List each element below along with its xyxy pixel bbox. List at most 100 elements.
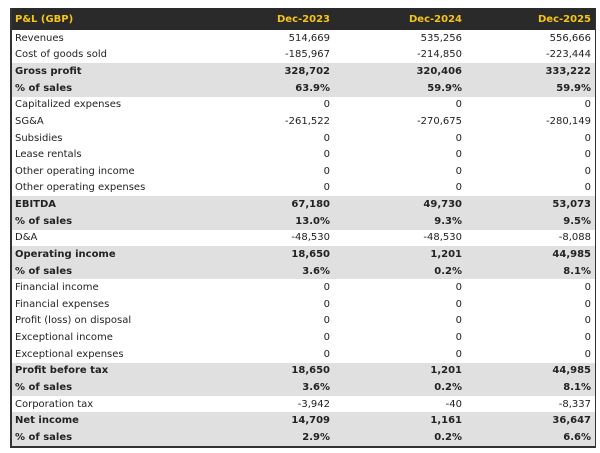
row-label: Cost of goods sold bbox=[15, 49, 108, 61]
cell-value: -48,530 bbox=[291, 232, 330, 244]
row-label: Other operating expenses bbox=[15, 182, 146, 194]
cell-value: 0 bbox=[584, 149, 591, 161]
cell-value: 0 bbox=[455, 332, 462, 344]
table-row: Exceptional income 0 0 0 bbox=[12, 329, 595, 346]
cell-value: 556,666 bbox=[549, 32, 591, 44]
cell-value: 0.2% bbox=[434, 431, 462, 443]
cell-value: 6.6% bbox=[563, 431, 591, 443]
row-label: % of sales bbox=[15, 431, 73, 443]
cell-value: 0 bbox=[323, 182, 330, 194]
row-label: Corporation tax bbox=[15, 398, 94, 410]
table-row: Operating income 18,650 1,201 44,985 bbox=[12, 246, 595, 263]
cell-value: 0 bbox=[323, 315, 330, 327]
cell-value: 333,222 bbox=[545, 66, 591, 78]
table-row: Cost of goods sold -185,967 -214,850 -223,4… bbox=[12, 47, 595, 64]
row-label: % of sales bbox=[15, 82, 73, 94]
cell-value: 59.9% bbox=[427, 82, 462, 94]
cell-value: 320,406 bbox=[416, 66, 462, 78]
table-row: Corporation tax -3,942 -40 -8,337 bbox=[12, 396, 595, 413]
row-label: D&A bbox=[15, 232, 38, 244]
cell-value: 0 bbox=[455, 165, 462, 177]
cell-value: -270,675 bbox=[417, 115, 462, 127]
cell-value: 0 bbox=[455, 132, 462, 144]
column-header: Dec-2023 bbox=[277, 13, 330, 25]
cell-value: 3.6% bbox=[302, 265, 330, 277]
cell-value: 18,650 bbox=[291, 365, 330, 377]
cell-value: 0 bbox=[584, 165, 591, 177]
cell-value: 0 bbox=[323, 99, 330, 111]
table-row: Revenues 514,669 535,256 556,666 bbox=[12, 30, 595, 47]
table-row: % of sales 13.0% 9.3% 9.5% bbox=[12, 212, 595, 230]
table-row: Lease rentals 0 0 0 bbox=[12, 146, 595, 163]
table-row: Profit before tax 18,650 1,201 44,985 bbox=[12, 362, 595, 380]
cell-value: -40 bbox=[445, 398, 462, 410]
cell-value: 44,985 bbox=[552, 365, 591, 377]
cell-value: 0 bbox=[323, 132, 330, 144]
cell-value: 59.9% bbox=[556, 82, 591, 94]
cell-value: 0 bbox=[323, 298, 330, 310]
row-label: % of sales bbox=[15, 265, 73, 277]
cell-value: 514,669 bbox=[288, 32, 330, 44]
table-row: Net income 14,709 1,161 36,647 bbox=[12, 412, 595, 429]
cell-value: 0 bbox=[323, 332, 330, 344]
cell-value: 0 bbox=[584, 182, 591, 194]
cell-value: -280,149 bbox=[546, 115, 591, 127]
row-label: Capitalized expenses bbox=[15, 99, 122, 111]
cell-value: 0 bbox=[323, 348, 330, 360]
cell-value: -214,850 bbox=[417, 49, 462, 61]
cell-value: 44,985 bbox=[552, 248, 591, 260]
row-label: SG&A bbox=[15, 115, 44, 127]
cell-value: 14,709 bbox=[291, 415, 330, 427]
cell-value: 0 bbox=[323, 165, 330, 177]
cell-value: -261,522 bbox=[285, 115, 330, 127]
cell-value: 3.6% bbox=[302, 381, 330, 393]
cell-value: 1,201 bbox=[430, 248, 462, 260]
cell-value: 0 bbox=[455, 182, 462, 194]
cell-value: 0 bbox=[584, 298, 591, 310]
row-label: Operating income bbox=[15, 248, 116, 260]
cell-value: 2.9% bbox=[302, 431, 330, 443]
table-row: Gross profit 328,702 320,406 333,222 bbox=[12, 63, 595, 80]
table-body: Revenues 514,669 535,256 556,666 Cost of goo… bbox=[12, 30, 595, 446]
cell-value: 67,180 bbox=[291, 199, 330, 211]
row-label: Revenues bbox=[15, 32, 64, 44]
table-row: EBITDA 67,180 49,730 53,073 bbox=[12, 196, 595, 213]
cell-value: 0 bbox=[455, 282, 462, 294]
row-label: Exceptional expenses bbox=[15, 348, 124, 360]
table-row: Financial expenses 0 0 0 bbox=[12, 296, 595, 313]
table-row: Financial income 0 0 0 bbox=[12, 279, 595, 296]
cell-value: 0 bbox=[584, 332, 591, 344]
cell-value: 535,256 bbox=[420, 32, 462, 44]
column-header: Dec-2024 bbox=[409, 13, 462, 25]
cell-value: 63.9% bbox=[295, 82, 330, 94]
cell-value: 1,161 bbox=[430, 415, 462, 427]
table-row: Other operating expenses 0 0 0 bbox=[12, 180, 595, 197]
cell-value: 0 bbox=[455, 348, 462, 360]
cell-value: 0 bbox=[584, 282, 591, 294]
row-label: Other operating income bbox=[15, 165, 135, 177]
cell-value: 0 bbox=[323, 149, 330, 161]
pnl-table: P&L (GBP) Dec-2023 Dec-2024 Dec-2025 Rev… bbox=[10, 8, 596, 448]
cell-value: 0 bbox=[584, 99, 591, 111]
cell-value: -223,444 bbox=[546, 49, 591, 61]
cell-value: 13.0% bbox=[295, 215, 330, 227]
cell-value: -8,088 bbox=[558, 232, 591, 244]
cell-value: 0 bbox=[584, 348, 591, 360]
row-label: Profit (loss) on disposal bbox=[15, 315, 132, 327]
cell-value: 9.3% bbox=[434, 215, 462, 227]
table-row: Profit (loss) on disposal 0 0 0 bbox=[12, 313, 595, 330]
cell-value: 0 bbox=[584, 315, 591, 327]
row-label: Exceptional income bbox=[15, 332, 113, 344]
cell-value: -3,942 bbox=[297, 398, 330, 410]
cell-value: 0 bbox=[455, 315, 462, 327]
table-row: % of sales 3.6% 0.2% 8.1% bbox=[12, 262, 595, 280]
cell-value: 0 bbox=[584, 132, 591, 144]
cell-value: 49,730 bbox=[423, 199, 462, 211]
cell-value: 1,201 bbox=[430, 365, 462, 377]
row-label: Profit before tax bbox=[15, 365, 109, 377]
cell-value: 328,702 bbox=[284, 66, 330, 78]
table-row: % of sales 63.9% 59.9% 59.9% bbox=[12, 79, 595, 97]
row-label: Financial income bbox=[15, 282, 99, 294]
cell-value: 0 bbox=[323, 282, 330, 294]
cell-value: 0 bbox=[455, 99, 462, 111]
